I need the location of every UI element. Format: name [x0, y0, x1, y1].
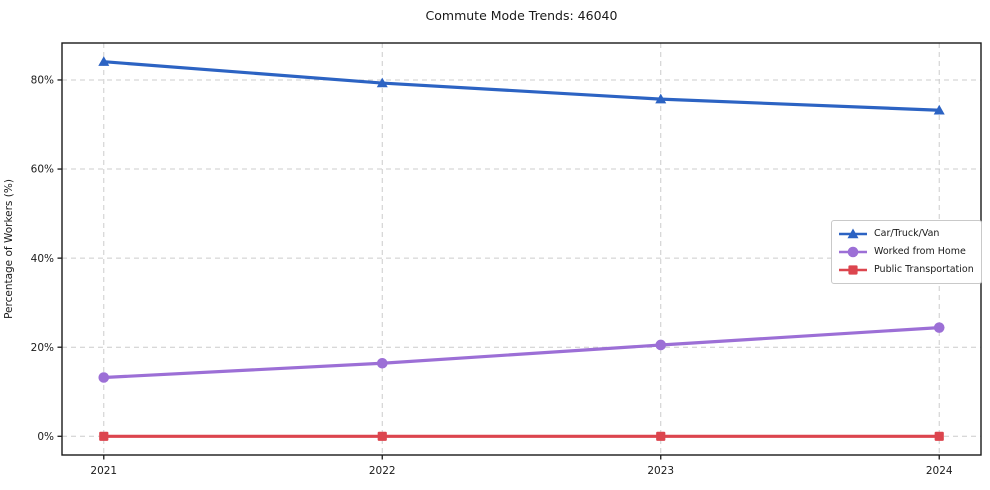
legend-label: Worked from Home [874, 246, 966, 257]
data-point-public-transportation [99, 431, 109, 441]
y-tick-label: 0% [37, 431, 54, 443]
data-point-worked-from-home [376, 357, 388, 369]
legend-swatch-circle-icon [839, 246, 867, 258]
legend-swatch-triangle-icon [839, 228, 867, 239]
legend: Car/Truck/Van Worked from Home Public Tr… [831, 220, 982, 284]
y-tick-label: 20% [31, 342, 54, 354]
series-line-car-truck-van [103, 60, 940, 112]
series-public-transportation [99, 431, 944, 441]
legend-marker [848, 265, 858, 275]
data-point-public-transportation [656, 431, 666, 441]
data-point-car-truck-van [933, 104, 945, 115]
x-tick-label: 2024 [926, 465, 953, 477]
chart-title: Commute Mode Trends: 46040 [425, 8, 618, 23]
legend-marker [847, 228, 859, 239]
x-tick-label: 2023 [647, 465, 674, 477]
y-tick-label: 40% [31, 253, 54, 265]
legend-item-car-truck-van: Car/Truck/Van [838, 227, 974, 241]
data-point-car-truck-van [376, 77, 388, 88]
legend-item-worked-from-home: Worked from Home [838, 245, 974, 259]
x-tick-label: 2021 [90, 465, 117, 477]
legend-marker [847, 246, 859, 258]
series-worked-from-home [98, 322, 945, 383]
legend-label: Car/Truck/Van [874, 228, 940, 239]
data-point-public-transportation [934, 431, 944, 441]
legend-item-public-transportation: Public Transportation [838, 263, 974, 277]
data-point-car-truck-van [98, 56, 110, 66]
y-tick-label: 60% [31, 164, 54, 176]
data-point-car-truck-van [655, 93, 667, 104]
x-tick-label: 2022 [369, 465, 396, 477]
y-tick-label: 80% [31, 75, 54, 87]
series-car-truck-van [98, 56, 945, 115]
data-point-worked-from-home [98, 372, 110, 383]
legend-label: Public Transportation [874, 264, 974, 275]
data-point-public-transportation [377, 431, 387, 441]
data-point-worked-from-home [655, 339, 667, 351]
legend-swatch-square-icon [839, 265, 867, 275]
series-line-worked-from-home [103, 326, 940, 380]
data-point-worked-from-home [933, 322, 945, 333]
